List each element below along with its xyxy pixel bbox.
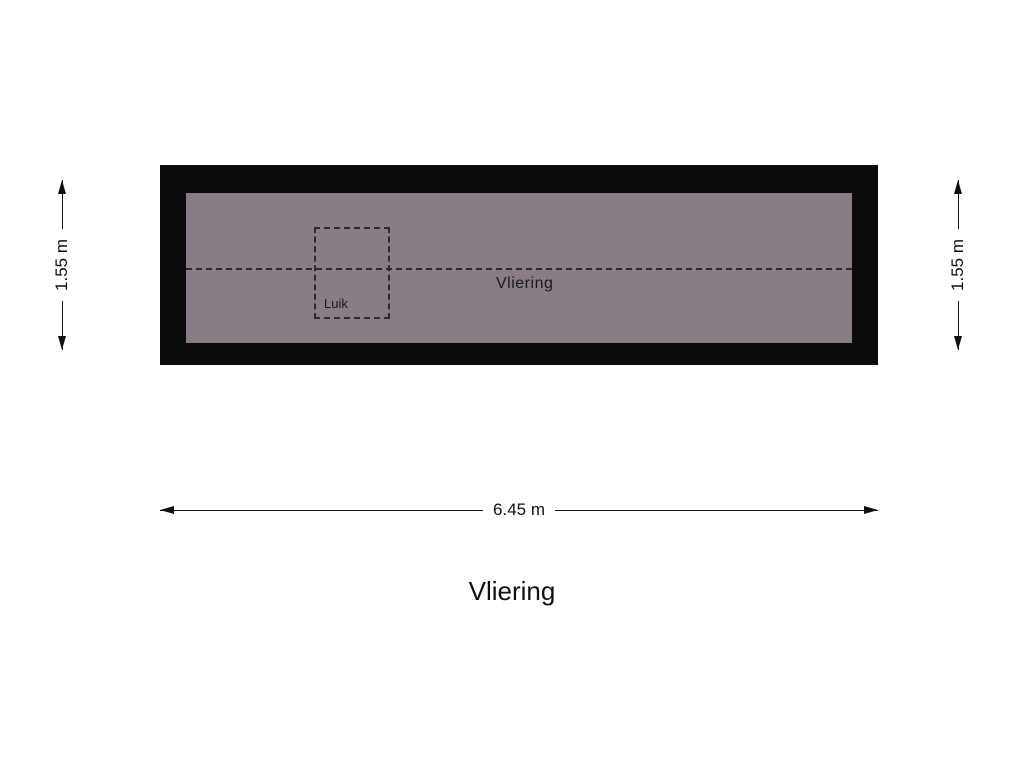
room-centerline <box>186 268 852 270</box>
dimension-width-label: 6.45 m <box>483 500 555 520</box>
floorplan-canvas: Luik Vliering 6.45 m 1.55 m 1.55 m Vlier… <box>0 0 1024 768</box>
dimension-height-right: 1.55 m <box>948 180 968 350</box>
room-fill: Luik Vliering <box>186 193 852 343</box>
dimension-line <box>958 301 959 350</box>
dimension-line <box>958 180 959 229</box>
room-label: Vliering <box>496 275 553 293</box>
dimension-line <box>62 301 63 350</box>
dimension-line <box>160 510 483 511</box>
dimension-width: 6.45 m <box>160 500 878 520</box>
hatch-outline: Luik <box>314 227 390 319</box>
dimension-line <box>555 510 878 511</box>
dimension-height-left-label: 1.55 m <box>52 229 72 301</box>
dimension-height-left: 1.55 m <box>52 180 72 350</box>
dimension-height-right-label: 1.55 m <box>948 229 968 301</box>
dimension-line <box>62 180 63 229</box>
plan-title: Vliering <box>0 576 1024 607</box>
hatch-label: Luik <box>324 296 348 311</box>
